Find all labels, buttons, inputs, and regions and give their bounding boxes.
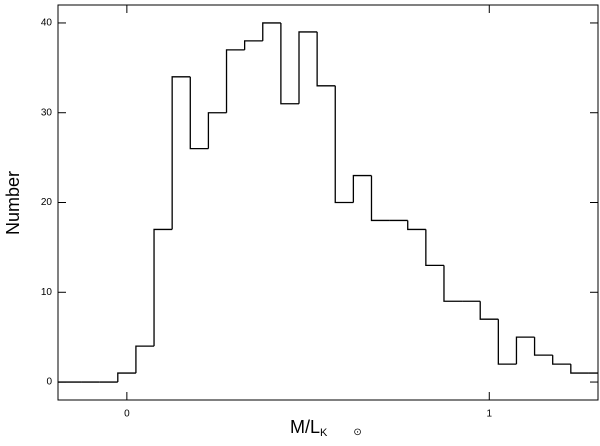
histogram-step bbox=[207, 112, 227, 149]
x-tick-label: 0 bbox=[124, 409, 130, 420]
histogram-step bbox=[334, 85, 354, 204]
x-axis-label-symbol: ⊙ bbox=[353, 427, 361, 438]
histogram-step bbox=[570, 364, 589, 374]
y-tick-label: 30 bbox=[41, 107, 53, 118]
histogram-step bbox=[407, 220, 426, 231]
y-tick-label: 0 bbox=[46, 377, 52, 388]
histogram-step bbox=[117, 372, 136, 383]
histogram-step bbox=[497, 319, 517, 365]
y-axis-label: Number bbox=[3, 171, 23, 235]
x-tick-label: 1 bbox=[486, 409, 492, 420]
histogram-step bbox=[298, 31, 318, 104]
histogram-step bbox=[370, 175, 390, 222]
y-tick-label: 20 bbox=[41, 197, 53, 208]
histogram-step bbox=[425, 229, 444, 266]
x-axis-label-main: M/L bbox=[290, 417, 320, 437]
histogram-step bbox=[153, 228, 173, 347]
histogram-step bbox=[225, 49, 245, 113]
y-tick-label: 10 bbox=[41, 287, 53, 298]
histogram-step bbox=[243, 40, 263, 50]
histogram-step bbox=[443, 265, 463, 302]
histogram-step bbox=[552, 355, 571, 365]
histogram-step bbox=[316, 31, 336, 87]
x-axis-label: M/LK ⊙ bbox=[290, 417, 362, 439]
x-axis-label-subscript: K bbox=[320, 427, 328, 439]
histogram-step bbox=[262, 22, 281, 41]
histogram-step bbox=[135, 345, 155, 374]
y-tick-label: 40 bbox=[41, 18, 53, 29]
histogram-step bbox=[479, 301, 499, 320]
histogram-step bbox=[189, 76, 209, 150]
histogram-step bbox=[533, 337, 553, 356]
histogram-step bbox=[352, 174, 372, 203]
histogram-step bbox=[515, 336, 535, 365]
plot-area bbox=[58, 22, 598, 383]
histogram-step bbox=[171, 76, 191, 230]
histogram-step bbox=[280, 22, 300, 105]
